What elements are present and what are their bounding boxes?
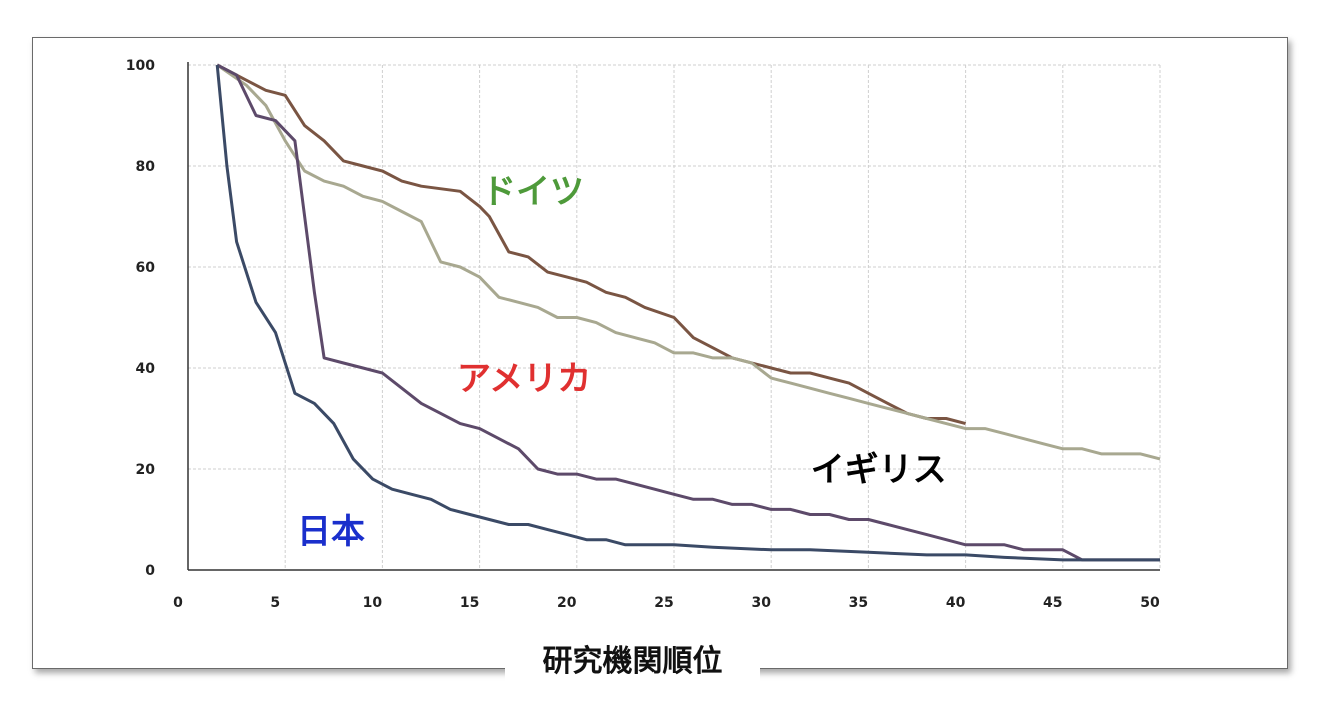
x-tick-label: 15: [460, 595, 479, 611]
x-tick-label: 40: [946, 595, 966, 611]
x-tick-label: 20: [557, 595, 577, 611]
series-label: 日本: [297, 512, 365, 552]
x-tick-label: 35: [849, 595, 868, 611]
x-tick-label: 50: [1140, 595, 1160, 611]
x-tick-label: 0: [173, 595, 183, 611]
x-tick-label: 25: [654, 595, 673, 611]
tick-labels: 0 5 10 15 20 25 30 35 40 45 50 0 20 40 60 80 100: [126, 58, 1160, 611]
x-axis-label-box: 研究機関順位: [505, 640, 760, 684]
x-tick-label: 45: [1043, 595, 1062, 611]
y-tick-label: 60: [136, 260, 156, 276]
y-tick-label: 40: [136, 361, 156, 377]
x-tick-label: 5: [270, 595, 280, 611]
series-label: アメリカ: [457, 359, 591, 399]
chart-frame: [32, 37, 1288, 669]
x-axis-label: 研究機関順位: [542, 644, 723, 679]
y-tick-label: 20: [136, 462, 156, 478]
series-line: [216, 63, 966, 426]
y-tick-label: 80: [136, 159, 156, 175]
axes: [187, 62, 1160, 571]
annotation-label: イギリス: [811, 450, 947, 490]
x-tick-label: 10: [363, 595, 383, 611]
series-lines: [215, 63, 1161, 562]
y-tick-label: 100: [126, 58, 155, 74]
series-line: [216, 63, 1160, 562]
y-tick-label: 0: [145, 563, 155, 579]
series-line: [216, 63, 1161, 461]
series-line: [215, 64, 1160, 562]
series-label: ドイツ: [482, 172, 584, 212]
x-tick-label: 30: [751, 595, 771, 611]
